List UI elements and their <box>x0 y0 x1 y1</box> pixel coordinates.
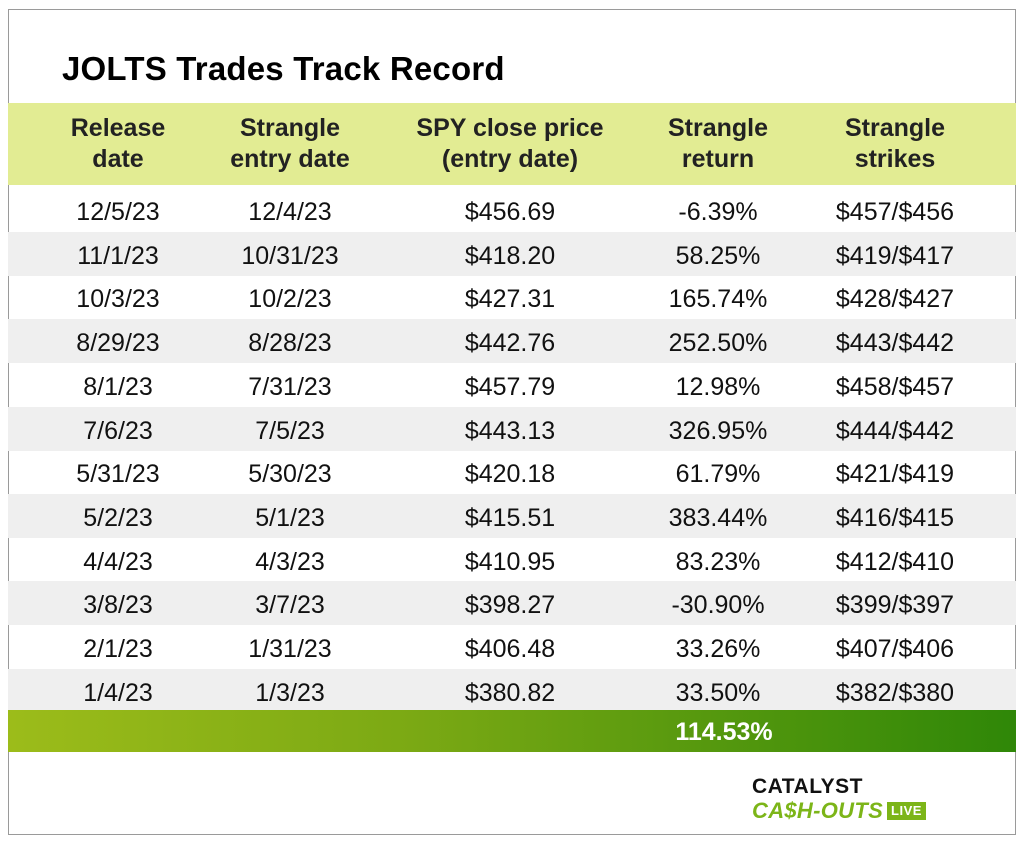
header-return: Strangle return <box>668 113 768 175</box>
table-cell: 5/1/23 <box>255 503 325 532</box>
table-cell: 5/2/23 <box>83 503 153 532</box>
logo-line2: CA$H-OUTS <box>752 798 884 823</box>
table-cell: 7/5/23 <box>255 416 325 445</box>
table-cell: 3/8/23 <box>83 591 153 620</box>
table-row: 12/5/23 12/4/23 $456.69 -6.39% $457/$456 <box>8 188 1016 232</box>
table-cell: -30.90% <box>671 591 765 620</box>
table-cell: 165.74% <box>668 285 768 314</box>
table-row: 8/29/23 8/28/23 $442.76 252.50% $443/$442 <box>8 319 1016 364</box>
table-cell: $456.69 <box>464 198 556 226</box>
table-cell: 7/31/23 <box>248 372 332 401</box>
table-cell: 10/2/23 <box>248 285 332 314</box>
table-cell: 252.50% <box>668 329 768 358</box>
table-cell: 10/31/23 <box>241 241 339 270</box>
table-cell: $406.48 <box>464 635 556 663</box>
table-row: 3/8/23 3/7/23 $398.27 -30.90% $399/$397 <box>8 581 1016 626</box>
total-return: 114.53% <box>675 718 773 746</box>
table-cell: 2/1/23 <box>83 635 153 663</box>
table-cell: $416/$415 <box>835 503 955 532</box>
table-row: 7/6/23 7/5/23 $443.13 326.95% $444/$442 <box>8 406 1016 451</box>
header-line: date <box>92 145 144 173</box>
table-row: 5/2/23 5/1/23 $415.51 383.44% $416/$415 <box>8 493 1016 538</box>
table-cell: $420.18 <box>464 460 556 489</box>
table-cell: 61.79% <box>675 460 761 489</box>
table-cell: 326.95% <box>668 416 768 445</box>
table-cell: $421/$419 <box>835 460 955 489</box>
header-spy-close: SPY close price (entry date) <box>416 113 603 175</box>
table-row: 10/3/23 10/2/23 $427.31 165.74% $428/$427 <box>8 275 1016 319</box>
table-cell: 5/31/23 <box>76 460 160 489</box>
table-cell: $418.20 <box>464 241 556 270</box>
catalyst-cashouts-logo: CATALYST CA$H-OUTS LIVE <box>752 776 926 823</box>
table-row: 8/1/23 7/31/23 $457.79 12.98% $458/$457 <box>8 363 1016 407</box>
header-line: return <box>681 145 755 173</box>
table-cell: $427.31 <box>464 285 556 314</box>
table-cell: 12.98% <box>675 372 761 401</box>
table-cell: 1/3/23 <box>255 678 325 707</box>
logo-line1: CATALYST <box>752 775 863 798</box>
table-cell: $428/$427 <box>835 285 955 314</box>
table-cell: 10/3/23 <box>76 285 160 314</box>
table-cell: 83.23% <box>675 547 761 576</box>
table-cell: $380.82 <box>464 678 556 707</box>
header-line: strikes <box>854 145 936 173</box>
table-cell: 8/1/23 <box>83 372 153 401</box>
table-cell: 8/29/23 <box>76 329 160 358</box>
table-cell: 58.25% <box>675 241 761 270</box>
table-cell: 12/4/23 <box>248 198 332 226</box>
table-cell: $458/$457 <box>835 372 955 401</box>
table-cell: 8/28/23 <box>248 329 332 358</box>
table-cell: 33.26% <box>675 635 761 663</box>
header-line: Release <box>70 114 166 142</box>
header-entry-date: Strangle entry date <box>230 113 349 175</box>
table-row: 2/1/23 1/31/23 $406.48 33.26% $407/$406 <box>8 625 1016 669</box>
table-cell: $398.27 <box>464 591 556 620</box>
table-cell: $457.79 <box>464 372 556 401</box>
table-row: 4/4/23 4/3/23 $410.95 83.23% $412/$410 <box>8 538 1016 582</box>
table-row: 5/31/23 5/30/23 $420.18 61.79% $421/$419 <box>8 450 1016 494</box>
table-cell: 4/4/23 <box>83 547 153 576</box>
table-cell: 7/6/23 <box>83 416 153 445</box>
header-line: entry date <box>230 145 350 173</box>
table-cell: $415.51 <box>464 503 556 532</box>
header-line: Strangle <box>844 114 946 142</box>
table-cell: $443.13 <box>464 416 556 445</box>
table-cell: -6.39% <box>678 198 758 226</box>
logo-line2-wrap: CA$H-OUTS LIVE <box>752 799 926 823</box>
logo-live-badge: LIVE <box>887 802 926 820</box>
header-line: Strangle <box>239 114 341 142</box>
table-row: 11/1/23 10/31/23 $418.20 58.25% $419/$417 <box>8 231 1016 276</box>
table-cell: 1/4/23 <box>83 678 153 707</box>
header-release-date: Release date <box>71 113 166 175</box>
table-header: Release date Strangle entry date SPY clo… <box>8 103 1016 185</box>
table-cell: 3/7/23 <box>255 591 325 620</box>
table-cell: $442.76 <box>464 329 556 358</box>
table-cell: 4/3/23 <box>255 547 325 576</box>
table-cell: 33.50% <box>675 678 761 707</box>
table-cell: $443/$442 <box>835 329 955 358</box>
table-cell: $407/$406 <box>835 635 955 663</box>
total-row: 114.53% <box>8 710 1016 752</box>
table-cell: $457/$456 <box>835 198 955 226</box>
table-cell: $382/$380 <box>835 678 955 707</box>
table-cell: $399/$397 <box>835 591 955 620</box>
table-cell: $412/$410 <box>835 547 955 576</box>
header-line: SPY close price <box>416 114 604 142</box>
table-cell: $410.95 <box>464 547 556 576</box>
table-row: 1/4/23 1/3/23 $380.82 33.50% $382/$380 <box>8 668 1016 713</box>
header-line: Strangle <box>667 114 769 142</box>
table-cell: 1/31/23 <box>248 635 332 663</box>
table-cell: 383.44% <box>668 503 768 532</box>
page-title: JOLTS Trades Track Record <box>62 50 505 87</box>
table-cell: $419/$417 <box>835 241 955 270</box>
header-line: (entry date) <box>441 145 579 173</box>
table-cell: 12/5/23 <box>76 198 160 226</box>
header-strikes: Strangle strikes <box>845 113 945 175</box>
table-cell: $444/$442 <box>835 416 955 445</box>
table-cell: 11/1/23 <box>77 241 159 270</box>
table-cell: 5/30/23 <box>248 460 332 489</box>
